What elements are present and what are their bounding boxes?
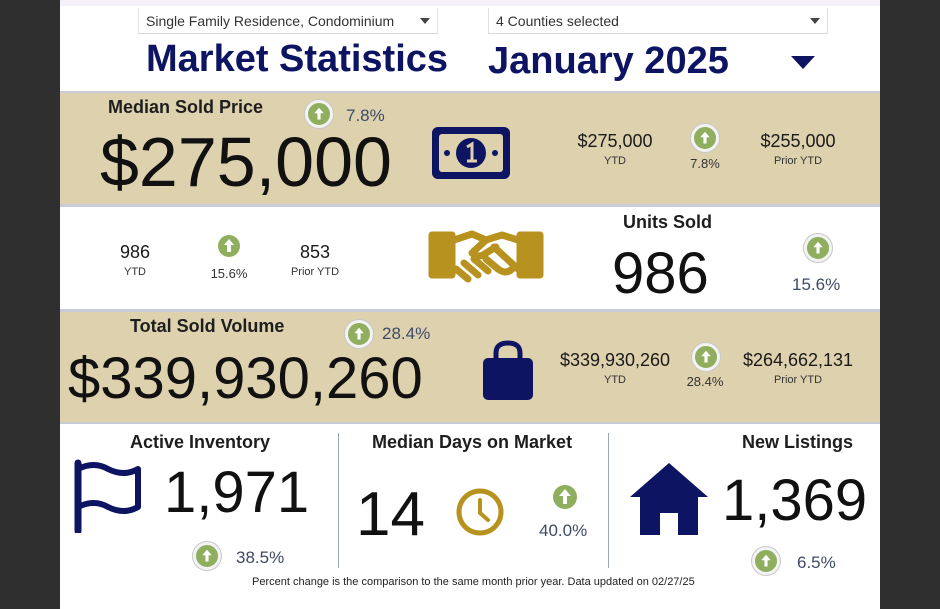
- units-sold-ytd-label: YTD: [124, 266, 146, 278]
- counties-filter[interactable]: 4 Counties selected: [488, 8, 828, 34]
- up-arrow-icon: [691, 124, 719, 152]
- median-sold-price-change: 7.8%: [346, 106, 385, 125]
- total-sold-volume-ytd-value: $339,930,260: [559, 350, 671, 370]
- month-selector-value[interactable]: January 2025: [488, 40, 729, 82]
- median-sold-price-ytd-label: YTD: [604, 155, 626, 167]
- column-divider: [338, 433, 339, 568]
- median-sold-price-ytd-value: $275,000: [577, 131, 653, 151]
- chevron-down-icon[interactable]: [810, 17, 820, 24]
- up-arrow-icon: [692, 343, 720, 371]
- units-sold-ytd-change: 15.6%: [210, 266, 248, 281]
- total-sold-volume-value: $339,930,260: [68, 346, 423, 411]
- units-sold-change: 15.6%: [792, 275, 841, 294]
- total-sold-volume-prior-label: Prior YTD: [773, 374, 823, 386]
- median-sold-price-panel: Median Sold Price 7.8% $275,000 $275,000…: [60, 91, 880, 206]
- active-inventory-label: Active Inventory: [130, 432, 271, 452]
- up-arrow-icon: [345, 320, 373, 348]
- units-sold-panel: 986 YTD 15.6% 853 Prior YTD Units Sold 9…: [60, 205, 880, 311]
- total-sold-volume-change: 28.4%: [382, 324, 431, 343]
- median-sold-price-ytd-change: 7.8%: [690, 156, 720, 171]
- units-sold-label: Units Sold: [623, 212, 712, 232]
- active-inventory-change: 38.5%: [236, 548, 285, 567]
- median-sold-price-value: $275,000: [100, 123, 392, 201]
- units-sold-value: 986: [612, 241, 709, 306]
- property-type-filter[interactable]: Single Family Residence, Condominium: [138, 8, 438, 34]
- flag-icon: [72, 459, 142, 535]
- total-sold-volume-label: Total Sold Volume: [130, 316, 285, 336]
- footnote: Percent change is the comparison to the …: [252, 576, 695, 588]
- units-sold-ytd-value: 986: [119, 242, 151, 262]
- new-listings-change: 6.5%: [797, 553, 836, 572]
- month-dropdown-icon[interactable]: [791, 56, 815, 69]
- dashboard-canvas: Single Family Residence, Condominium 4 C…: [60, 0, 880, 609]
- median-days-on-market-label: Median Days on Market: [372, 432, 573, 452]
- total-sold-volume-ytd-label: YTD: [604, 374, 626, 386]
- active-inventory-value: 1,971: [164, 460, 310, 525]
- page-title: Market Statistics: [146, 38, 449, 80]
- property-type-value: Single Family Residence, Condominium: [146, 12, 395, 29]
- house-icon: [628, 461, 710, 537]
- median-days-on-market-value: 14: [356, 480, 425, 549]
- total-sold-volume-ytd-change: 28.4%: [686, 374, 724, 389]
- up-arrow-icon: [218, 235, 240, 257]
- median-sold-price-prior-value: $255,000: [760, 131, 836, 151]
- column-divider: [608, 433, 609, 568]
- counties-value: 4 Counties selected: [496, 12, 619, 29]
- up-arrow-icon: [305, 100, 333, 128]
- median-days-on-market-change: 40.0%: [539, 521, 588, 540]
- median-sold-price-prior-label: Prior YTD: [773, 155, 823, 167]
- shopping-bag-icon: [480, 340, 536, 402]
- median-sold-price-label: Median Sold Price: [108, 97, 264, 117]
- handshake-icon: [428, 223, 544, 293]
- chevron-down-icon[interactable]: [420, 17, 430, 24]
- total-sold-volume-prior-value: $264,662,131: [742, 350, 854, 370]
- new-listings-value: 1,369: [722, 468, 868, 533]
- total-sold-volume-panel: Total Sold Volume 28.4% $339,930,260 $33…: [60, 310, 880, 424]
- up-arrow-icon: [804, 234, 832, 262]
- top-strip: [60, 0, 880, 6]
- units-sold-prior-label: Prior YTD: [290, 266, 340, 278]
- units-sold-prior-value: 853: [299, 242, 331, 262]
- money-bill-icon: [430, 125, 512, 181]
- up-arrow-icon: [752, 547, 780, 575]
- up-arrow-icon: [553, 485, 577, 509]
- clock-icon: [454, 486, 506, 538]
- new-listings-label: New Listings: [742, 432, 854, 452]
- up-arrow-icon: [193, 542, 221, 570]
